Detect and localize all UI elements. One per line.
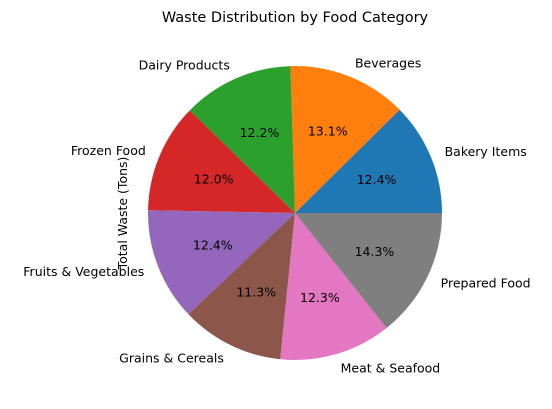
slice-percent-meat-seafood: 12.3% [300, 290, 340, 305]
slice-percent-dairy-products: 12.2% [240, 125, 280, 140]
pie-slice-bakery-items [295, 109, 442, 213]
slice-percent-grains-cereals: 11.3% [236, 285, 276, 300]
slice-label-dairy-products: Dairy Products [139, 58, 230, 73]
pie-slice-dairy-products [189, 66, 295, 213]
slice-label-frozen-food: Frozen Food [71, 143, 146, 158]
pie-slice-meat-seafood [280, 213, 387, 360]
pie-labels: Bakery Items 12.4% Beverages 13.1% Dairy Pro… [23, 55, 530, 375]
slice-percent-bakery-items: 12.4% [357, 172, 397, 187]
slice-percent-frozen-food: 12.0% [194, 171, 234, 186]
pie-slice-frozen-food [148, 110, 295, 213]
slice-percent-fruits-vegetables: 12.4% [193, 237, 233, 252]
slice-label-prepared-food: Prepared Food [441, 276, 531, 291]
chart-title: Waste Distribution by Food Category [162, 10, 429, 26]
slice-label-beverages: Beverages [355, 55, 421, 70]
slice-label-meat-seafood: Meat & Seafood [341, 361, 441, 376]
pie-slice-fruits-vegetables [147, 210, 295, 315]
slice-label-grains-cereals: Grains & Cereals [119, 351, 224, 366]
pie-slice-beverages [290, 65, 400, 213]
y-axis-label: Total Waste (Tons) [115, 157, 130, 271]
slice-percent-beverages: 13.1% [308, 124, 348, 139]
pie-slices [147, 65, 442, 360]
slice-label-bakery-items: Bakery Items [445, 144, 527, 159]
pie-slice-grains-cereals [188, 213, 295, 360]
slice-label-fruits-vegetables: Fruits & Vegetables [23, 264, 144, 279]
pie-slice-prepared-food [295, 213, 442, 329]
slice-percent-prepared-food: 14.3% [355, 244, 395, 259]
